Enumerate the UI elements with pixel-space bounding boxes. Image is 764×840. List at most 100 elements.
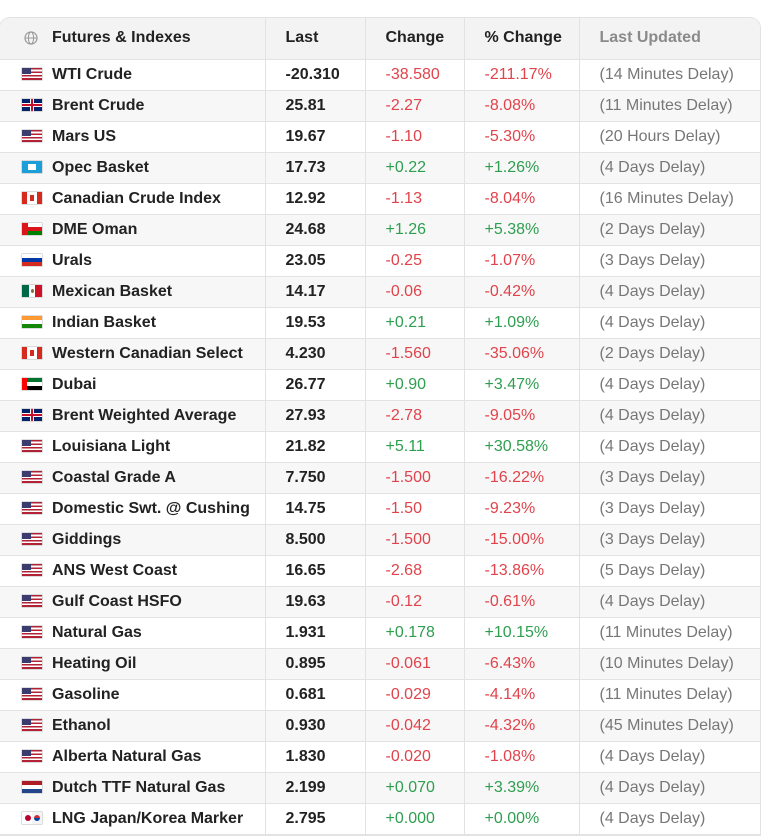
row-name-cell[interactable]: Opec Basket (0, 152, 266, 184)
row-name[interactable]: Western Canadian Select (52, 344, 243, 362)
table-row[interactable]: Domestic Swt. @ Cushing 14.75 -1.50 -9.23%(… (0, 493, 760, 525)
table-row[interactable]: Louisiana Light 21.82 +5.11 +30.58% (4 Days … (0, 431, 760, 463)
row-pct-change: -15.00% (464, 524, 580, 556)
row-name-cell[interactable]: Alberta Natural Gas (0, 741, 266, 773)
row-name-cell[interactable]: Ethanol (0, 710, 266, 742)
row-name-cell[interactable]: WTI Crude (0, 59, 266, 91)
table-row[interactable]: WTI Crude -20.310 -38.580 -211.17% (14 Minut… (0, 59, 760, 91)
row-name-cell[interactable]: Indian Basket (0, 307, 266, 339)
table-row[interactable]: Canadian Crude Index 12.92 -1.13 -8.04% (16 … (0, 183, 760, 215)
row-name[interactable]: Coastal Grade A (52, 468, 176, 486)
row-name-cell[interactable]: LNG Japan/Korea Marker (0, 803, 266, 835)
row-name-cell[interactable]: Gulf Coast HSFO (0, 586, 266, 618)
row-name[interactable]: Alberta Natural Gas (52, 747, 202, 765)
table-row[interactable]: Western Canadian Select 4.230 -1.560 -35.06… (0, 338, 760, 370)
row-name[interactable]: WTI Crude (52, 65, 132, 83)
row-name[interactable]: Ethanol (52, 716, 111, 734)
table-row[interactable]: Brent Crude 25.81 -2.27 -8.08% (11 Minutes D… (0, 90, 760, 122)
row-name-cell[interactable]: Brent Crude (0, 90, 266, 122)
table-row[interactable]: Alberta Natural Gas 1.830 -0.020 -1.08% (4 D… (0, 741, 760, 773)
row-name-cell[interactable]: Brent Weighted Average (0, 400, 266, 432)
row-pct-change: -0.61% (464, 586, 580, 618)
row-name-cell[interactable]: Giddings (0, 524, 266, 556)
row-change: +0.000 (365, 803, 465, 835)
row-name[interactable]: Indian Basket (52, 313, 157, 331)
row-name-cell[interactable]: Coastal Grade A (0, 462, 266, 494)
row-name-cell[interactable]: Heating Oil (0, 648, 266, 680)
row-name[interactable]: Gulf Coast HSFO (52, 592, 182, 610)
row-name[interactable]: Urals (52, 251, 93, 269)
table-row[interactable]: Gulf Coast HSFO 19.63 -0.12 -0.61% (4 Days D… (0, 586, 760, 618)
row-last: 1.931 (265, 617, 366, 649)
column-header-last[interactable]: Last (265, 18, 366, 60)
row-name[interactable]: Canadian Crude Index (52, 189, 221, 207)
table-row[interactable]: Mexican Basket 14.17 -0.06 -0.42% (4 Days De… (0, 276, 760, 308)
table-row[interactable]: Natural Gas 1.931 +0.178 +10.15% (11 Minutes… (0, 617, 760, 649)
row-name-cell[interactable]: Dutch TTF Natural Gas (0, 772, 266, 804)
row-name-cell[interactable]: Natural Gas (0, 617, 266, 649)
table-row[interactable]: Ethanol 0.930 -0.042 -4.32% (45 Minutes Dela… (0, 710, 760, 742)
row-name-cell[interactable]: Urals (0, 245, 266, 277)
row-name[interactable]: Giddings (52, 530, 122, 548)
row-last: 19.53 (265, 307, 366, 339)
row-name[interactable]: Domestic Swt. @ Cushing (52, 499, 250, 517)
column-header-pct-change[interactable]: % Change (464, 18, 580, 60)
table-row[interactable]: Urals 23.05 -0.25 -1.07% (3 Days Delay) (0, 245, 760, 277)
row-name-cell[interactable]: DME Oman (0, 214, 266, 246)
table-row[interactable]: LNG Japan/Korea Marker 2.795 +0.000 +0.00%(… (0, 803, 760, 835)
row-name-cell[interactable]: Mars US (0, 121, 266, 153)
row-name-cell[interactable]: Canadian Crude Index (0, 183, 266, 215)
table-row[interactable]: Mars US 19.67 -1.10 -5.30% (20 Hours Delay) (0, 121, 760, 153)
row-last: 25.81 (265, 90, 366, 122)
row-name[interactable]: Dubai (52, 375, 97, 393)
row-name[interactable]: Brent Crude (52, 96, 145, 114)
row-name[interactable]: Heating Oil (52, 654, 137, 672)
column-header-last-updated[interactable]: Last Updated (579, 18, 760, 60)
price-table: Futures & Indexes Last Change % Change L… (0, 18, 760, 835)
row-name[interactable]: Dutch TTF Natural Gas (52, 778, 226, 796)
row-name[interactable]: Mars US (52, 127, 117, 145)
row-name[interactable]: LNG Japan/Korea Marker (52, 809, 244, 827)
flag-us-icon (22, 718, 42, 731)
row-name-cell[interactable]: ANS West Coast (0, 555, 266, 587)
column-header-name[interactable]: Futures & Indexes (0, 18, 266, 60)
row-name[interactable]: Gasoline (52, 685, 120, 703)
flag-ru-icon (22, 253, 42, 266)
row-name[interactable]: Natural Gas (52, 623, 142, 641)
row-last: 4.230 (265, 338, 366, 370)
table-row[interactable]: Opec Basket 17.73 +0.22 +1.26% (4 Days Delay… (0, 152, 760, 184)
table-row[interactable]: Dutch TTF Natural Gas 2.199 +0.070 +3.39% (4… (0, 772, 760, 804)
row-name[interactable]: Opec Basket (52, 158, 149, 176)
row-name-cell[interactable]: Dubai (0, 369, 266, 401)
row-last-updated: (3 Days Delay) (579, 462, 760, 494)
table-header-row: Futures & Indexes Last Change % Change L… (0, 18, 760, 60)
row-name-cell[interactable]: Gasoline (0, 679, 266, 711)
table-row[interactable]: Giddings 8.500 -1.500 -15.00% (3 Days Delay) (0, 524, 760, 556)
row-last: 26.77 (265, 369, 366, 401)
row-change: -1.10 (365, 121, 465, 153)
table-row[interactable]: Indian Basket 19.53 +0.21 +1.09% (4 Days Del… (0, 307, 760, 339)
row-change: -2.68 (365, 555, 465, 587)
table-row[interactable]: ANS West Coast 16.65 -2.68 -13.86% (5 Days D… (0, 555, 760, 587)
table-row[interactable]: Heating Oil 0.895 -0.061 -6.43% (10 Minutes … (0, 648, 760, 680)
row-last-updated: (4 Days Delay) (579, 276, 760, 308)
row-name[interactable]: Brent Weighted Average (52, 406, 237, 424)
row-name-cell[interactable]: Louisiana Light (0, 431, 266, 463)
row-name-cell[interactable]: Domestic Swt. @ Cushing (0, 493, 266, 525)
table-row[interactable]: Gasoline 0.681 -0.029 -4.14% (11 Minutes Del… (0, 679, 760, 711)
table-row[interactable]: DME Oman 24.68 +1.26 +5.38% (2 Days Delay) (0, 214, 760, 246)
row-last-updated: (11 Minutes Delay) (579, 679, 760, 711)
table-row[interactable]: Coastal Grade A 7.750 -1.500 -16.22% (3 Days… (0, 462, 760, 494)
table-row[interactable]: Dubai 26.77 +0.90 +3.47% (4 Days Delay) (0, 369, 760, 401)
row-name[interactable]: ANS West Coast (52, 561, 178, 579)
row-last-updated: (10 Minutes Delay) (579, 648, 760, 680)
column-header-change[interactable]: Change (365, 18, 465, 60)
row-name[interactable]: Mexican Basket (52, 282, 173, 300)
row-name[interactable]: Louisiana Light (52, 437, 171, 455)
row-name[interactable]: DME Oman (52, 220, 138, 238)
table-row[interactable]: Brent Weighted Average 27.93 -2.78 -9.05% (4… (0, 400, 760, 432)
row-change: +1.26 (365, 214, 465, 246)
row-name-cell[interactable]: Western Canadian Select (0, 338, 266, 370)
row-name-cell[interactable]: Mexican Basket (0, 276, 266, 308)
flag-in-icon (22, 315, 42, 328)
